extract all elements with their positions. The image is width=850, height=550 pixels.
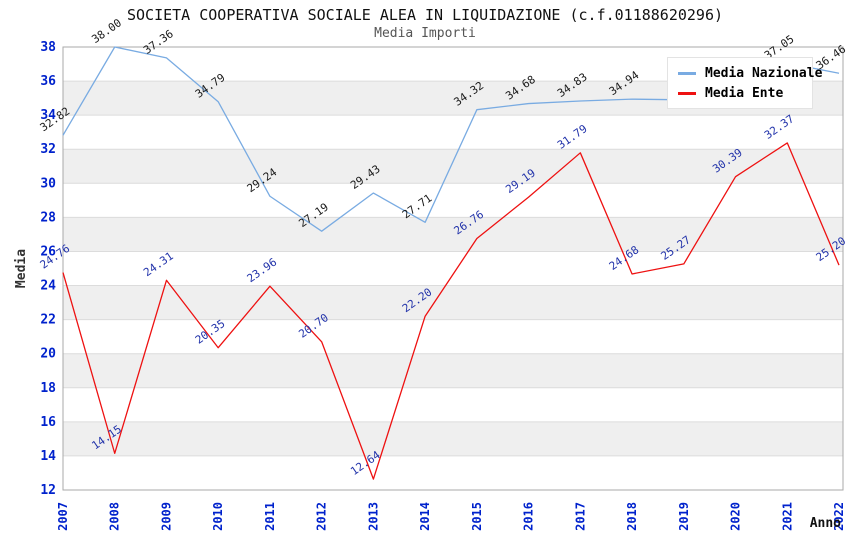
x-tick-label: 2010 — [211, 502, 225, 531]
x-tick-label: 2007 — [56, 502, 70, 531]
legend-item-media-ente: Media Ente — [678, 85, 804, 101]
y-tick-label: 30 — [40, 176, 56, 191]
x-tick-label: 2019 — [677, 502, 691, 531]
legend-item-media-nazionale: Media Nazionale — [678, 65, 822, 81]
y-tick-label: 14 — [40, 449, 56, 464]
grid-band — [63, 353, 843, 388]
y-tick-label: 24 — [40, 279, 56, 294]
x-tick-label: 2011 — [263, 502, 277, 531]
x-tick-label: 2021 — [780, 502, 794, 531]
x-tick-label: 2022 — [832, 502, 846, 531]
media-nazionale-data-label: 27.71 — [400, 192, 435, 222]
media-nazionale-line-swatch-icon — [678, 71, 696, 75]
y-tick-label: 12 — [40, 483, 56, 498]
chart-subtitle: Media Importi — [374, 26, 476, 41]
y-tick-label: 18 — [40, 381, 56, 396]
x-tick-label: 2017 — [573, 502, 587, 531]
media-nazionale-data-label: 37.36 — [141, 27, 176, 57]
y-tick-label: 28 — [40, 210, 56, 225]
y-tick-label: 20 — [40, 347, 56, 362]
x-tick-label: 2014 — [418, 502, 432, 531]
media-ente-line-swatch-icon — [678, 91, 696, 95]
legend: Media Nazionale Media Ente — [667, 57, 822, 109]
x-tick-label: 2020 — [729, 502, 743, 531]
media-ente-data-label: 31.79 — [555, 122, 590, 152]
media-nazionale-data-label: 38.00 — [89, 16, 124, 46]
x-tick-label: 2008 — [108, 502, 122, 531]
x-tick-label: 2015 — [470, 502, 484, 531]
media-ente-data-label: 32.37 — [762, 112, 797, 142]
x-tick-label: 2012 — [315, 502, 329, 531]
x-tick-label: 2013 — [366, 502, 380, 531]
x-tick-label: 2009 — [159, 502, 173, 531]
y-tick-label: 16 — [40, 415, 56, 430]
y-tick-label: 32 — [40, 142, 56, 157]
grid-band — [63, 421, 843, 456]
media-ente-data-label: 24.31 — [141, 250, 176, 280]
legend-label-media-nazionale: Media Nazionale — [705, 65, 823, 81]
y-tick-label: 36 — [40, 74, 56, 89]
x-tick-label: 2016 — [522, 502, 536, 531]
grid-band — [63, 217, 843, 252]
media-ente-line — [62, 142, 840, 480]
y-tick-label: 38 — [40, 40, 56, 55]
y-tick-label: 34 — [40, 108, 56, 123]
legend-label-media-ente: Media Ente — [705, 85, 784, 101]
x-tick-label: 2018 — [625, 502, 639, 531]
y-tick-label: 26 — [40, 244, 56, 259]
x-axis-title: Anno — [810, 516, 841, 531]
chart-title: SOCIETA COOPERATIVA SOCIALE ALEA IN LIQU… — [126, 6, 724, 24]
media-ente-data-label: 23.96 — [245, 256, 280, 286]
y-axis-title: Media — [14, 249, 29, 288]
y-tick-label: 22 — [40, 313, 56, 328]
plot-border — [62, 46, 844, 491]
grid-band — [63, 149, 843, 184]
grid-band — [63, 285, 843, 320]
